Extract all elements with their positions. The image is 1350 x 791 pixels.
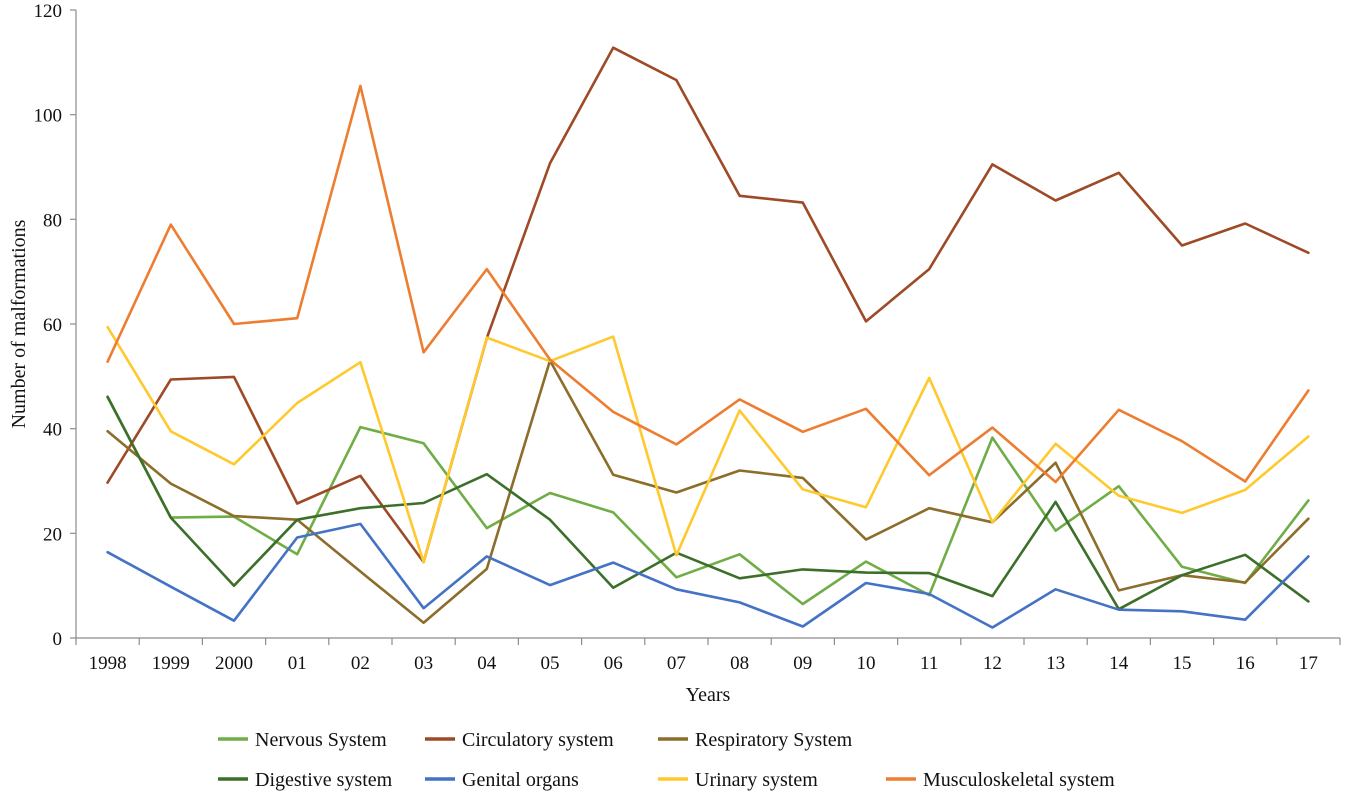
legend-label-digestive-system: Digestive system: [255, 769, 393, 791]
series-line-genital-organs: [106, 522, 1310, 629]
y-tick-label: 20: [43, 524, 62, 545]
x-tick-label: 08: [730, 653, 749, 674]
series-line-urinary-system: [106, 325, 1310, 564]
legend-label-musculoskeletal-system: Musculoskeletal system: [923, 769, 1115, 791]
x-axis-title: Years: [686, 684, 731, 706]
series-line-digestive-system: [106, 395, 1310, 611]
legend-label-circulatory-system: Circulatory system: [462, 729, 614, 751]
y-tick-label: 120: [34, 1, 63, 22]
x-tick-label: 16: [1236, 653, 1255, 674]
series-line-circulatory-system: [106, 46, 1310, 564]
y-tick-label: 0: [53, 629, 63, 650]
x-tick-label: 11: [920, 653, 938, 674]
legend-label-urinary-system: Urinary system: [695, 769, 818, 791]
x-tick-label: 12: [983, 653, 1002, 674]
x-tick-label: 2000: [215, 653, 253, 674]
x-tick-label: 02: [351, 653, 370, 674]
x-tick-label: 05: [541, 653, 560, 674]
series-line-musculoskeletal-system: [106, 84, 1310, 484]
x-tick-label: 1998: [89, 653, 127, 674]
x-tick-label: 13: [1046, 653, 1065, 674]
y-tick-label: 100: [34, 106, 63, 127]
x-ticks: 1998 1999 2000 01 02 03 04 05 06 07 08 09 10 11 12 13 14…: [75, 638, 1341, 674]
x-tick-label: 17: [1299, 653, 1318, 674]
x-tick-label: 09: [793, 653, 812, 674]
series-line-nervous-system: [106, 395, 1310, 606]
x-tick-label: 10: [857, 653, 876, 674]
legend-label-genital-organs: Genital organs: [462, 769, 579, 791]
x-tick-label: 1999: [152, 653, 190, 674]
x-tick-label: 14: [1109, 653, 1129, 674]
y-tick-label: 40: [43, 420, 62, 441]
y-ticks: 0 20 40 60 80 100 120: [34, 1, 76, 650]
legend: Nervous System Circulatory system Respirat…: [218, 729, 1115, 791]
axes: [75, 10, 1340, 639]
x-tick-label: 06: [604, 653, 623, 674]
legend-label-nervous-system: Nervous System: [255, 729, 387, 751]
series-lines: [106, 46, 1310, 629]
y-tick-label: 60: [43, 315, 62, 336]
series-line-respiratory-system: [106, 359, 1310, 625]
x-tick-label: 07: [667, 653, 686, 674]
legend-label-respiratory-system: Respiratory System: [695, 729, 853, 751]
x-tick-label: 01: [288, 653, 307, 674]
x-tick-label: 15: [1173, 653, 1192, 674]
y-axis-title: Number of malformations: [8, 219, 30, 428]
y-tick-label: 80: [43, 210, 62, 231]
x-tick-label: 03: [414, 653, 433, 674]
x-tick-label: 04: [477, 653, 497, 674]
